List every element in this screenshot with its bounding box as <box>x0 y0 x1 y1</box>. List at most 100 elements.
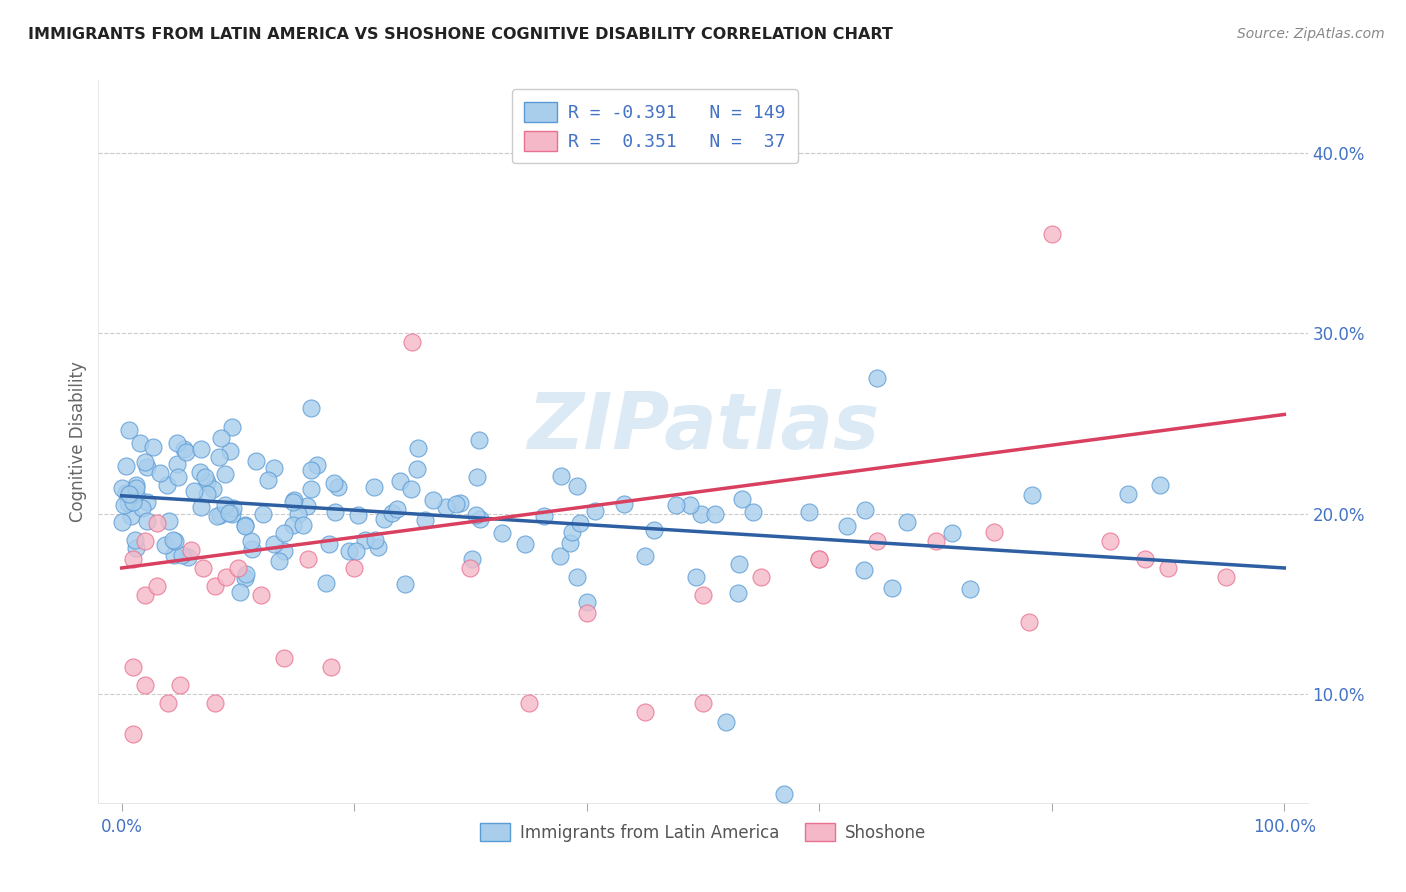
Point <box>245 454 267 468</box>
Point <box>134 533 156 548</box>
Point <box>190 500 212 514</box>
Point <box>112 498 135 512</box>
Point <box>319 660 342 674</box>
Point <box>613 497 636 511</box>
Point <box>122 660 145 674</box>
Point <box>163 533 186 548</box>
Point <box>157 697 180 711</box>
Point <box>703 507 725 521</box>
Point <box>163 548 186 562</box>
Y-axis label: Cognitive Disability: Cognitive Disability <box>69 361 87 522</box>
Point <box>209 431 232 445</box>
Point <box>373 512 395 526</box>
Point <box>449 496 471 510</box>
Point <box>727 557 749 571</box>
Point <box>1133 552 1156 566</box>
Point <box>129 435 152 450</box>
Point <box>1215 570 1237 584</box>
Point <box>134 588 156 602</box>
Point <box>679 498 702 512</box>
Point <box>924 533 946 548</box>
Point <box>114 459 136 474</box>
Point <box>468 434 491 448</box>
Point <box>866 533 889 548</box>
Point <box>548 549 571 563</box>
Point <box>263 460 285 475</box>
Point <box>135 495 157 509</box>
Point <box>434 500 457 514</box>
Point <box>257 474 280 488</box>
Point <box>405 462 427 476</box>
Point <box>896 515 918 529</box>
Point <box>401 335 423 350</box>
Text: ZIPatlas: ZIPatlas <box>527 389 879 465</box>
Point <box>221 500 243 515</box>
Point <box>172 548 194 562</box>
Point <box>124 533 146 548</box>
Point <box>385 501 408 516</box>
Point <box>136 459 159 474</box>
Point <box>406 442 429 456</box>
Point <box>1040 227 1063 241</box>
Point <box>118 423 141 437</box>
Point <box>983 524 1005 539</box>
Point <box>749 570 772 584</box>
Point <box>134 455 156 469</box>
Point <box>773 787 796 801</box>
Point <box>252 507 274 521</box>
Text: Source: ZipAtlas.com: Source: ZipAtlas.com <box>1237 27 1385 41</box>
Point <box>299 401 322 415</box>
Point <box>208 450 231 464</box>
Point <box>195 487 218 501</box>
Point <box>565 479 588 493</box>
Point <box>299 463 322 477</box>
Point <box>118 488 141 502</box>
Point <box>665 499 688 513</box>
Point <box>173 442 195 456</box>
Point <box>1021 488 1043 502</box>
Point <box>690 507 713 521</box>
Point <box>1157 561 1180 575</box>
Point <box>882 581 904 595</box>
Point <box>561 524 583 539</box>
Point <box>273 525 295 540</box>
Point <box>343 561 366 575</box>
Point <box>167 470 190 484</box>
Point <box>162 533 184 547</box>
Point <box>692 588 714 602</box>
Point <box>515 537 537 551</box>
Point <box>209 508 232 522</box>
Point <box>305 458 328 473</box>
Point <box>125 487 148 501</box>
Point <box>558 536 581 550</box>
Point <box>201 483 224 497</box>
Point <box>634 549 657 563</box>
Point <box>233 517 256 532</box>
Text: IMMIGRANTS FROM LATIN AMERICA VS SHOSHONE COGNITIVE DISABILITY CORRELATION CHART: IMMIGRANTS FROM LATIN AMERICA VS SHOSHON… <box>28 27 893 42</box>
Point <box>156 478 179 492</box>
Point <box>136 515 159 529</box>
Point <box>120 509 142 524</box>
Point <box>381 506 404 520</box>
Point <box>273 543 295 558</box>
Point <box>297 499 319 513</box>
Point <box>367 540 389 554</box>
Point <box>808 552 831 566</box>
Point <box>422 492 444 507</box>
Point <box>215 570 238 584</box>
Point <box>326 479 349 493</box>
Point <box>643 523 665 537</box>
Point <box>853 503 876 517</box>
Point <box>533 509 555 524</box>
Point <box>214 498 236 512</box>
Point <box>727 586 749 600</box>
Point <box>364 533 387 547</box>
Point <box>959 582 981 597</box>
Point <box>444 497 467 511</box>
Point <box>218 444 240 458</box>
Point <box>1149 478 1171 492</box>
Point <box>239 534 262 549</box>
Point <box>465 470 488 484</box>
Point <box>415 513 437 527</box>
Point <box>205 509 228 524</box>
